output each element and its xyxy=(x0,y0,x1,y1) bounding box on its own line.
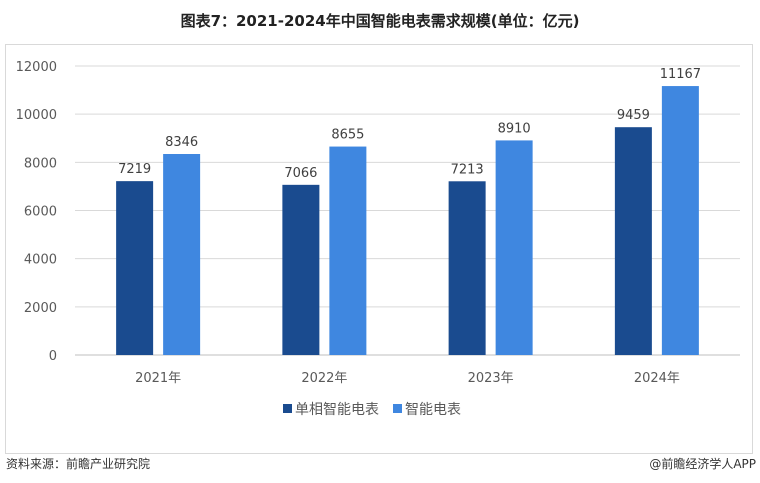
bar-smart-meter xyxy=(495,140,533,355)
data-label: 8655 xyxy=(331,128,364,143)
bar-single-phase xyxy=(116,181,154,355)
x-tick-label: 2022年 xyxy=(301,371,347,386)
legend-label: 单相智能电表 xyxy=(295,402,379,418)
y-tick-label: 4000 xyxy=(24,253,57,268)
x-tick-label: 2021年 xyxy=(135,371,181,386)
y-tick-label: 2000 xyxy=(24,301,57,316)
y-tick-label: 12000 xyxy=(16,60,57,75)
data-label: 9459 xyxy=(617,108,650,123)
x-tick-label: 2024年 xyxy=(634,371,680,386)
y-tick-label: 6000 xyxy=(24,205,57,220)
legend-swatch xyxy=(393,404,402,413)
y-tick-label: 8000 xyxy=(24,156,57,171)
source-note: 资料来源：前瞻产业研究院 xyxy=(6,457,151,471)
y-tick-label: 10000 xyxy=(16,108,57,123)
legend-swatch xyxy=(283,404,292,413)
data-label: 7213 xyxy=(451,162,484,177)
bar-smart-meter xyxy=(661,86,699,356)
data-label: 7219 xyxy=(118,162,151,177)
chart-frame xyxy=(5,44,753,454)
data-label: 7066 xyxy=(284,166,317,181)
data-label: 11167 xyxy=(660,67,701,82)
chart-title: 图表7：2021-2024年中国智能电表需求规模(单位：亿元) xyxy=(180,12,580,30)
bar-single-phase xyxy=(448,181,486,355)
x-tick-label: 2023年 xyxy=(468,371,514,386)
data-label: 8346 xyxy=(165,135,198,150)
y-tick-label: 0 xyxy=(49,349,57,364)
legend-label: 智能电表 xyxy=(405,402,461,418)
bar-smart-meter xyxy=(329,146,367,355)
credit-note: @前瞻经济学人APP xyxy=(649,457,756,471)
data-label: 8910 xyxy=(498,121,531,136)
bar-single-phase xyxy=(282,184,320,355)
bar-smart-meter xyxy=(163,154,201,355)
bar-single-phase xyxy=(614,127,652,356)
